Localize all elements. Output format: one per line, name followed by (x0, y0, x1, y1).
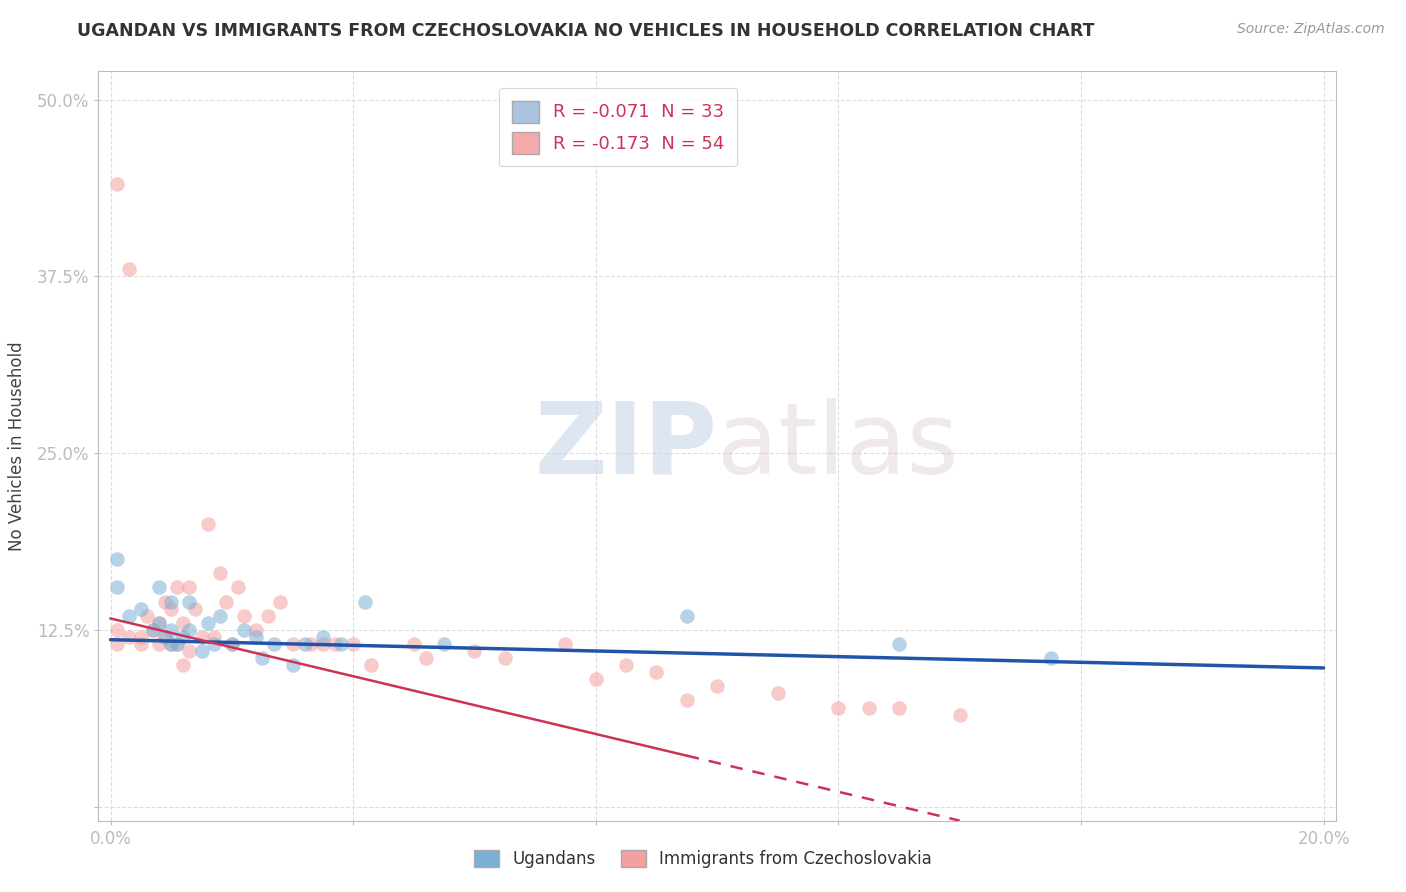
Point (226, 580, 249, 594)
Point (245, 630, 267, 644)
Point (250, 651, 273, 665)
Point (415, 651, 437, 665)
Point (172, 615, 194, 630)
Point (675, 693, 697, 707)
Point (153, 630, 176, 644)
Point (323, 637, 346, 651)
Point (172, 630, 194, 644)
Point (354, 594, 377, 608)
Point (342, 637, 364, 651)
Point (190, 644, 212, 658)
Point (105, 178, 128, 192)
Point (706, 679, 728, 693)
Point (160, 601, 183, 615)
Point (330, 637, 353, 651)
Point (118, 608, 141, 623)
Point (245, 623, 267, 637)
Point (148, 615, 170, 630)
Point (142, 623, 165, 637)
Point (197, 516, 219, 531)
Point (208, 566, 231, 581)
Point (172, 658, 194, 673)
Point (257, 608, 280, 623)
Point (166, 637, 188, 651)
Point (494, 651, 516, 665)
Point (299, 637, 322, 651)
Point (129, 637, 152, 651)
Point (197, 615, 219, 630)
Point (269, 594, 291, 608)
Point (554, 637, 576, 651)
Text: ZIP: ZIP (534, 398, 717, 494)
Point (263, 637, 285, 651)
Point (281, 658, 304, 673)
Text: UGANDAN VS IMMIGRANTS FROM CZECHOSLOVAKIA NO VEHICLES IN HOUSEHOLD CORRELATION C: UGANDAN VS IMMIGRANTS FROM CZECHOSLOVAKI… (77, 22, 1095, 40)
Point (645, 665, 668, 680)
Point (179, 594, 201, 608)
Legend: Ugandans, Immigrants from Czechoslovakia: Ugandans, Immigrants from Czechoslovakia (468, 843, 938, 875)
Point (118, 630, 141, 644)
Point (614, 658, 637, 673)
Point (160, 637, 183, 651)
Point (148, 580, 170, 594)
Point (858, 700, 880, 714)
Point (281, 637, 304, 651)
Point (221, 637, 243, 651)
Point (215, 594, 238, 608)
Point (887, 700, 910, 714)
Point (166, 580, 188, 594)
Point (949, 707, 972, 722)
Y-axis label: No Vehicles in Household: No Vehicles in Household (7, 341, 25, 551)
Text: atlas: atlas (717, 398, 959, 494)
Point (887, 637, 910, 651)
Text: Source: ZipAtlas.com: Source: ZipAtlas.com (1237, 22, 1385, 37)
Point (221, 637, 243, 651)
Point (675, 608, 697, 623)
Point (1039, 651, 1062, 665)
Point (105, 637, 128, 651)
Point (463, 644, 485, 658)
Point (160, 594, 183, 608)
Point (105, 580, 128, 594)
Point (433, 637, 456, 651)
Point (105, 552, 128, 566)
Point (312, 630, 335, 644)
Point (208, 608, 231, 623)
Point (766, 686, 789, 700)
Point (294, 637, 316, 651)
Point (153, 630, 176, 644)
Point (202, 637, 225, 651)
Point (184, 601, 207, 615)
Point (179, 644, 201, 658)
Point (190, 630, 212, 644)
Point (142, 623, 165, 637)
Point (585, 673, 607, 687)
Point (118, 262, 141, 277)
Point (827, 700, 849, 714)
Point (166, 637, 188, 651)
Point (179, 623, 201, 637)
Point (129, 630, 152, 644)
Point (160, 637, 183, 651)
Point (148, 615, 170, 630)
Point (105, 623, 128, 637)
Point (233, 608, 256, 623)
Point (312, 637, 335, 651)
Point (202, 630, 225, 644)
Point (233, 623, 256, 637)
Point (136, 608, 159, 623)
Point (402, 637, 425, 651)
Legend: R = -0.071  N = 33, R = -0.173  N = 54: R = -0.071 N = 33, R = -0.173 N = 54 (499, 88, 737, 166)
Point (148, 637, 170, 651)
Point (179, 580, 201, 594)
Point (360, 658, 382, 673)
Point (129, 601, 152, 615)
Point (160, 623, 183, 637)
Point (153, 594, 176, 608)
